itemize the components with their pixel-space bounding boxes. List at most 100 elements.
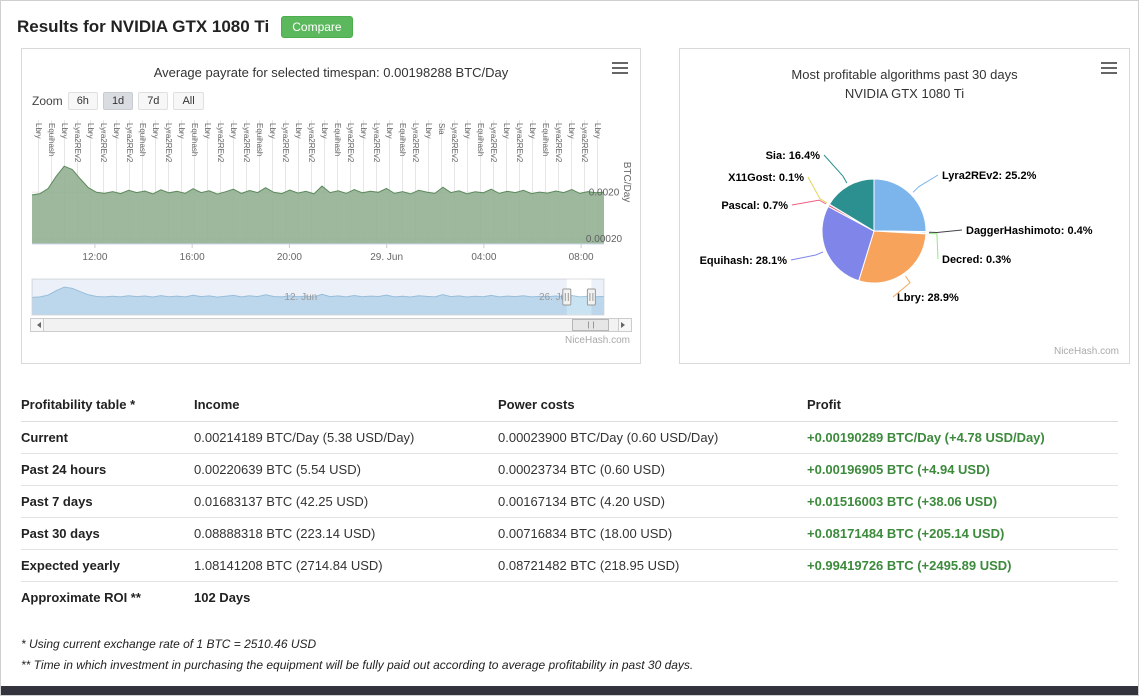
algo-flag-label: Lbry xyxy=(151,123,160,139)
footer-bar xyxy=(1,686,1138,695)
pie-slice-label-daggerhashimoto: DaggerHashimoto: 0.4% xyxy=(966,225,1093,237)
algo-flag-label: Lyra2REv2 xyxy=(242,123,251,163)
y-axis-title: BTC/Day xyxy=(621,162,632,203)
zoom-button-7d[interactable]: 7d xyxy=(138,92,169,110)
zoom-button-all[interactable]: All xyxy=(173,92,204,110)
pie-slice-label-sia: Sia: 16.4% xyxy=(766,150,821,162)
zoom-button-1d[interactable]: 1d xyxy=(102,92,134,110)
algo-flag-label: Lbry xyxy=(229,123,238,139)
algo-flag-label: Equihash xyxy=(333,123,342,156)
pie-chart-subtitle: NVIDIA GTX 1080 Ti xyxy=(844,86,965,101)
pie-slice-lbry[interactable] xyxy=(858,230,927,284)
algo-flag-label: Lbry xyxy=(34,123,43,139)
row-label: Current xyxy=(21,421,194,454)
algo-flag-label: Lbry xyxy=(528,123,537,139)
y-axis-label: 0.0020 xyxy=(589,187,620,198)
pie-label-connector xyxy=(928,233,939,260)
algo-flag-label: Equihash xyxy=(541,123,550,156)
income-cell: 0.00220639 BTC (5.54 USD) xyxy=(194,453,498,486)
row-label: Past 30 days xyxy=(21,517,194,550)
pie-context-menu-icon[interactable] xyxy=(1101,62,1117,77)
footnotes: * Using current exchange rate of 1 BTC =… xyxy=(21,637,1118,672)
pie-slice-label-x11gost: X11Gost: 0.1% xyxy=(728,172,804,184)
algo-flag-label: Lbry xyxy=(60,123,69,139)
chart-navigator[interactable]: 12. Jun 26. Jun xyxy=(30,276,632,318)
income-cell: 0.00214189 BTC/Day (5.38 USD/Day) xyxy=(194,421,498,454)
navigator-handle[interactable] xyxy=(562,288,572,306)
zoom-button-6h[interactable]: 6h xyxy=(67,92,98,110)
chart-context-menu-icon[interactable] xyxy=(612,62,628,77)
algo-flag-label: Lyra2REv2 xyxy=(281,123,290,163)
pie-slice-sia[interactable] xyxy=(828,178,875,232)
table-row: Past 30 days 0.08888318 BTC (223.14 USD)… xyxy=(21,517,1118,550)
algo-flag-label: Equihash xyxy=(476,123,485,156)
algo-flag-label: Lyra2REv2 xyxy=(515,123,524,163)
algo-flag-label: Lbry xyxy=(112,123,121,139)
profit-cell: +0.00190289 BTC/Day (+4.78 USD/Day) xyxy=(807,421,1118,454)
pie-label-connector xyxy=(912,174,939,193)
algo-flag-label: Equihash xyxy=(255,123,264,156)
algo-flag-label: Lbry xyxy=(294,123,303,139)
pie-slice-label-pascal: Pascal: 0.7% xyxy=(721,200,788,212)
algo-flag-label: Lbry xyxy=(385,123,394,139)
algo-flag-label: Equihash xyxy=(47,123,56,156)
algo-flag-label: Lyra2REv2 xyxy=(346,123,355,163)
table-row: Past 24 hours 0.00220639 BTC (5.54 USD) … xyxy=(21,453,1118,486)
row-label: Approximate ROI ** xyxy=(21,590,141,605)
page-title: Results for NVIDIA GTX 1080 Ti xyxy=(17,17,270,36)
col-header-power-costs: Power costs xyxy=(498,388,807,422)
scrollbar-left-arrow-icon[interactable] xyxy=(30,318,44,332)
algo-flag-label: Lbry xyxy=(502,123,511,139)
power-cell xyxy=(498,582,807,614)
navigator-handle[interactable] xyxy=(586,288,596,306)
pie-slice-equihash[interactable] xyxy=(821,205,875,282)
page-header: Results for NVIDIA GTX 1080 Ti Compare xyxy=(17,16,1138,38)
pie-chart-title: Most profitable algorithms past 30 days xyxy=(791,67,1018,82)
algo-flag-label: Lbry xyxy=(203,123,212,139)
power-cell: 0.00023734 BTC (0.60 USD) xyxy=(498,453,807,486)
income-cell: 1.08141208 BTC (2714.84 USD) xyxy=(194,549,498,582)
algo-flag-label: Lbry xyxy=(567,123,576,139)
scrollbar-right-arrow-icon[interactable] xyxy=(618,318,632,332)
algo-flag-label: Lbry xyxy=(359,123,368,139)
power-cell: 0.08721482 BTC (218.95 USD) xyxy=(498,549,807,582)
algo-flag-label: Lbry xyxy=(463,123,472,139)
scrollbar-thumb[interactable] xyxy=(572,319,610,331)
power-cell: 0.00023900 BTC/Day (0.60 USD/Day) xyxy=(498,421,807,454)
col-header-profitability: Profitability table * xyxy=(21,388,194,422)
algo-flag-label: Equihash xyxy=(190,123,199,156)
table-header-row: Profitability table * Income Power costs… xyxy=(21,388,1118,422)
scrollbar-track[interactable] xyxy=(44,318,618,332)
algo-flag-label: Lyra2REv2 xyxy=(411,123,420,163)
charts-row: Average payrate for selected timespan: 0… xyxy=(21,48,1130,364)
navigator-series xyxy=(32,287,604,315)
algo-flag-label: Lyra2REv2 xyxy=(489,123,498,163)
profit-cell: +0.00196905 BTC (+4.94 USD) xyxy=(807,453,1118,486)
pie-slice-label-lbry: Lbry: 28.9% xyxy=(897,292,959,304)
navigator-date-label: 12. Jun xyxy=(284,292,317,303)
algo-flag-label: Equihash xyxy=(138,123,147,156)
algo-flag-label: Lyra2REv2 xyxy=(99,123,108,163)
row-label: Expected yearly xyxy=(21,549,194,582)
table-row-roi: Approximate ROI ** 102 Days xyxy=(21,582,1118,614)
zoom-row: Zoom 6h 1d 7d All xyxy=(32,92,632,110)
x-axis-label: 29. Jun xyxy=(370,252,403,263)
pie-label-connector xyxy=(928,229,963,234)
x-axis-label: 04:00 xyxy=(471,252,496,263)
pie-slice-lyra2rev2[interactable] xyxy=(873,178,927,233)
pie-label-connector xyxy=(791,199,827,206)
table-row: Expected yearly 1.08141208 BTC (2714.84 … xyxy=(21,549,1118,582)
algo-flag-label: Lbry xyxy=(424,123,433,139)
profit-cell: +0.99419726 BTC (+2495.89 USD) xyxy=(807,549,1118,582)
x-axis-label: 16:00 xyxy=(180,252,205,263)
pie-label-connector xyxy=(790,251,824,261)
algo-flag-label: Lyra2REv2 xyxy=(554,123,563,163)
compare-button[interactable]: Compare xyxy=(281,16,353,38)
algo-flag-label: Lyra2REv2 xyxy=(450,123,459,163)
algo-flag-label: Lyra2REv2 xyxy=(216,123,225,163)
power-cell: 0.00167134 BTC (4.20 USD) xyxy=(498,485,807,518)
chart-scrollbar xyxy=(30,318,632,332)
payrate-chart-title: Average payrate for selected timespan: 0… xyxy=(153,65,509,80)
chart-watermark: NiceHash.com xyxy=(564,335,630,346)
algo-flag-label: Lbry xyxy=(86,123,95,139)
